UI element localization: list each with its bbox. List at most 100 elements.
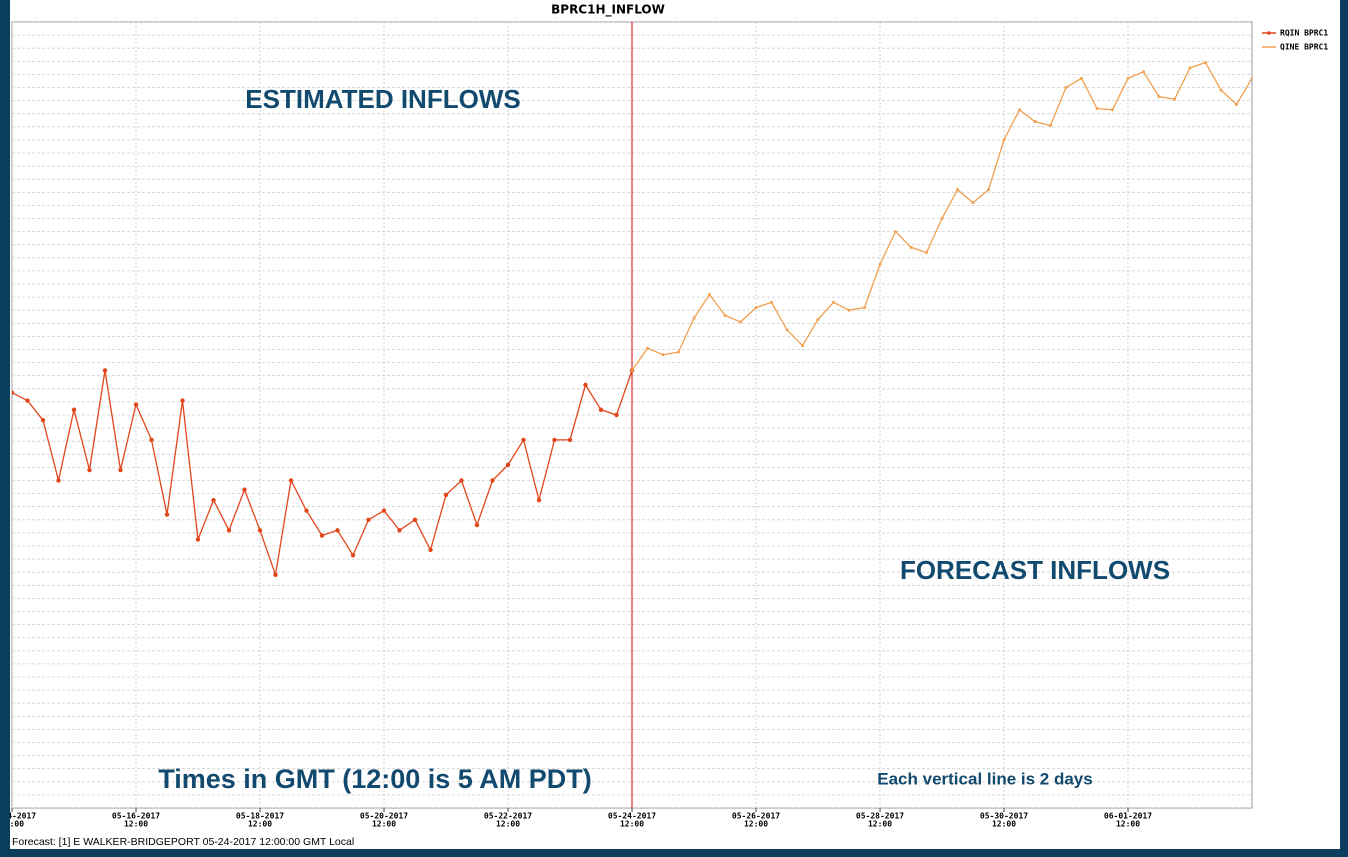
data-point	[1173, 97, 1177, 101]
data-point	[474, 522, 480, 528]
footer: Forecast: [1] E WALKER-BRIDGEPORT 05-24-…	[12, 836, 354, 848]
data-point	[1219, 88, 1223, 92]
data-point	[149, 437, 154, 443]
data-point	[1064, 86, 1068, 90]
data-point	[940, 216, 944, 220]
data-point	[646, 346, 650, 350]
legend-label: RQIN BPRC1	[1280, 29, 1328, 38]
data-point	[1049, 123, 1053, 127]
annotation: Times in GMT (12:00 is 5 AM PDT)	[158, 764, 592, 794]
data-point	[1095, 106, 1099, 110]
data-point	[490, 478, 495, 483]
x-tick-label: 05-22-2017	[484, 812, 532, 821]
data-point	[319, 533, 325, 538]
data-point	[1002, 138, 1006, 142]
data-point	[692, 316, 696, 320]
x-tick-label: 05-26-2017	[732, 812, 780, 821]
data-point	[801, 344, 805, 348]
x-tick-label: 12:00	[124, 820, 148, 829]
series-line	[631, 61, 1252, 371]
data-point	[195, 537, 201, 542]
data-point	[381, 508, 387, 513]
data-point	[739, 320, 743, 324]
data-point	[71, 407, 77, 412]
data-point	[1188, 66, 1192, 70]
data-point	[909, 245, 913, 249]
data-point	[1126, 76, 1130, 80]
data-point	[304, 508, 309, 513]
data-point	[630, 368, 634, 372]
data-point	[257, 528, 263, 533]
data-point	[40, 418, 46, 423]
data-point	[847, 308, 851, 312]
data-point	[1235, 103, 1239, 107]
x-tick-label: 12:00	[868, 820, 892, 829]
x-tick-label: 05-16-2017	[112, 812, 160, 821]
data-point	[412, 517, 418, 522]
data-point	[1157, 95, 1161, 99]
data-point	[25, 398, 30, 403]
data-point	[133, 402, 139, 407]
data-point	[956, 188, 960, 192]
data-point	[971, 201, 975, 205]
data-point	[56, 478, 61, 483]
data-point	[273, 572, 278, 578]
data-point	[770, 300, 774, 304]
data-point	[661, 353, 665, 357]
data-point	[1018, 108, 1022, 112]
annotation: ESTIMATED INFLOWS	[245, 84, 520, 114]
x-tick-label: 12:00	[0, 820, 24, 829]
data-point	[521, 437, 526, 443]
data-point	[925, 251, 929, 255]
data-point	[335, 528, 340, 533]
data-point	[288, 478, 294, 483]
data-point	[754, 306, 758, 310]
data-point	[677, 350, 681, 354]
x-tick-label: 05-28-2017	[856, 812, 904, 821]
annotation: FORECAST INFLOWS	[900, 555, 1170, 585]
data-point	[723, 313, 727, 317]
data-point	[226, 528, 232, 533]
x-tick-label: 12:00	[992, 820, 1016, 829]
data-point	[242, 487, 247, 492]
data-point	[180, 398, 185, 403]
data-point	[1250, 76, 1252, 80]
data-point	[350, 552, 356, 558]
data-point	[1111, 108, 1115, 112]
data-point	[894, 230, 898, 234]
data-point	[567, 437, 573, 443]
data-point	[863, 306, 867, 310]
x-tick-label: 05-30-2017	[980, 812, 1028, 821]
x-tick-label: 05-18-2017	[236, 812, 284, 821]
data-point	[443, 492, 449, 498]
legend-marker	[1267, 31, 1271, 35]
x-tick-label: 12:00	[620, 820, 644, 829]
data-point	[428, 547, 433, 553]
data-point	[598, 407, 604, 412]
data-point	[102, 368, 108, 373]
data-point	[832, 300, 836, 304]
data-point	[118, 467, 123, 473]
data-point	[785, 328, 789, 332]
x-tick-label: 06-01-2017	[1104, 812, 1152, 821]
data-point	[211, 497, 216, 503]
data-point	[505, 462, 511, 467]
data-point	[1080, 76, 1084, 80]
data-point	[397, 528, 402, 533]
x-tick-label: 12:00	[496, 820, 520, 829]
x-tick-label: 05-24-2017	[608, 812, 656, 821]
annotation: Each vertical line is 2 days	[877, 769, 1092, 788]
x-tick-label: 12:00	[372, 820, 396, 829]
data-point	[12, 390, 15, 395]
x-tick-label: 05-20-2017	[360, 812, 408, 821]
data-point	[459, 478, 464, 483]
legend-label: QINE BPRC1	[1280, 43, 1328, 52]
data-point	[1033, 120, 1037, 124]
data-point	[1204, 61, 1208, 65]
data-point	[987, 188, 991, 192]
data-point	[552, 437, 557, 443]
data-point	[1142, 70, 1146, 74]
x-tick-label: 12:00	[744, 820, 768, 829]
data-point	[816, 317, 820, 321]
